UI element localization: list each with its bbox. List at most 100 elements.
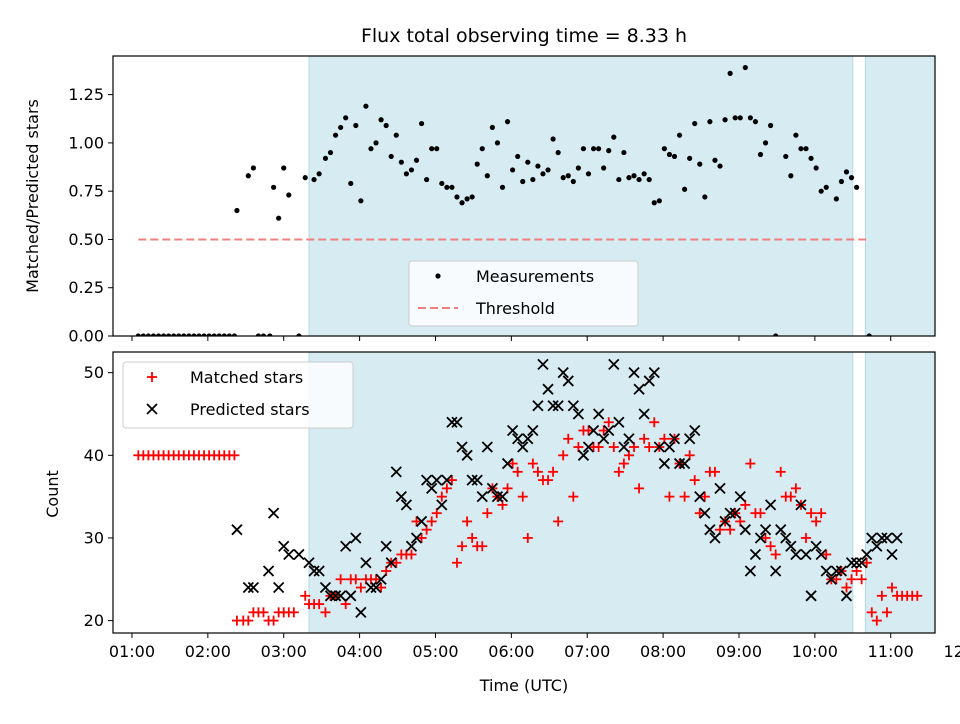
predicted-point [840,590,853,602]
predicted-point [861,548,873,561]
predicted-point [517,441,529,453]
matched-point [881,607,892,618]
legend-entry-top-1: Threshold [418,299,555,318]
legend-marker [147,372,157,382]
predicted-point [262,565,275,577]
predicted-point [231,524,243,536]
measurement-point [413,157,420,163]
measurement-point [545,167,551,173]
measurement-point [499,184,506,190]
predicted-point [319,581,332,594]
measurement-point [302,175,308,181]
predicted-point [375,573,387,585]
matched-point [391,557,402,568]
predicted-point [329,590,342,602]
measurement-point [550,136,556,142]
x-tick-label-bottom: 12:00 [944,642,960,661]
predicted-point [587,424,600,437]
measurement-point [245,173,251,179]
predicted-point [734,490,746,503]
chart-title: Flux total observing time = 8.33 h [361,25,687,47]
measurement-point [226,333,232,336]
measurement-point [798,146,804,152]
measurement-point [271,184,277,190]
y-tick-label-top: 1.25 [68,85,104,104]
y-tick-label-bottom: 40 [84,446,104,465]
predicted-point [719,515,731,528]
matched-point [861,557,872,568]
predicted-point [496,490,509,503]
predicted-point [780,532,792,544]
legend-marker [146,403,158,415]
x-tick-label-bottom: 04:00 [337,642,383,661]
measurement-point [181,333,187,336]
measurement-point [150,333,157,336]
measurement-point [196,333,202,336]
matched-point [912,590,923,601]
predicted-point [446,416,458,428]
matched-point [288,607,299,618]
predicted-point [699,507,711,519]
measurement-point [727,70,733,76]
legend-label: Predicted stars [190,400,310,419]
measurement-point [813,165,819,171]
measurement-point [393,132,399,138]
measurement-point [166,333,172,336]
predicted-point [815,548,827,561]
predicted-point [582,441,595,453]
predicted-point [618,441,630,453]
predicted-point [405,540,418,552]
matched-point [816,508,827,519]
measurement-point [378,117,384,123]
predicted-point [825,573,837,585]
predicted-point [744,565,757,577]
matched-point [821,549,832,560]
predicted-point [420,474,433,486]
measurement-point [276,215,282,221]
predicted-point [456,441,468,453]
observing-interval-top-1 [864,56,935,336]
measurement-point [176,333,182,336]
plot-frame-bottom [112,351,936,634]
measurement-point [611,134,617,140]
measurement-point [398,159,404,165]
predicted-point [380,540,392,552]
legend-entry-bottom-0: Matched stars [147,368,303,387]
y-tick-label-top: 0.25 [68,278,104,297]
measurement-point [444,184,450,190]
predicted-point [547,400,559,412]
matched-point [350,574,361,585]
measurement-point [757,151,764,158]
predicted-point [749,548,762,561]
matched-point [314,599,325,610]
x-tick-label-bottom: 03:00 [261,642,307,661]
measurement-point [535,163,541,169]
matched-point [467,532,478,543]
predicted-point [476,490,488,503]
measurement-point [191,333,197,336]
predicted-point [273,581,285,594]
predicted-point [278,540,290,552]
predicted-point [506,424,519,437]
predicted-point [436,499,448,511]
predicted-point [390,466,402,478]
measurement-point [676,132,683,138]
matched-point [760,532,771,543]
predicted-point [552,400,564,412]
predicted-point [360,557,372,569]
measurement-point [424,176,430,183]
predicted-point [592,408,605,420]
measurement-point [281,165,287,171]
matched-point [532,466,543,477]
predicted-point [512,433,524,445]
predicted-point [764,499,777,511]
plot-area-bottom [133,352,935,633]
y-tick-label-bottom: 20 [84,611,104,630]
observing-interval-bottom-1 [864,352,935,633]
measurement-point [439,180,445,187]
predicted-point [532,400,544,412]
matched-point [543,475,554,486]
predicted-point [283,548,295,561]
predicted-point [775,524,787,536]
measurement-point [732,115,738,121]
